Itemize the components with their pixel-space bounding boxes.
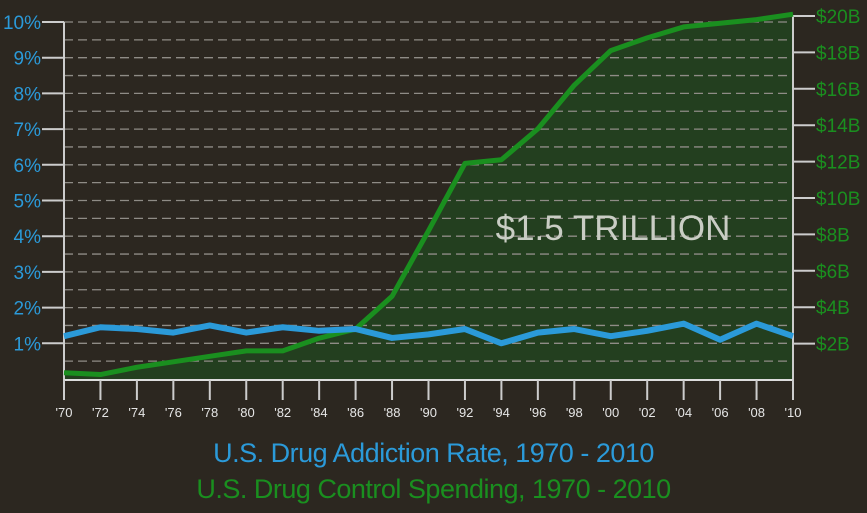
left-tick-label: 5% bbox=[14, 192, 42, 213]
x-tick-label: '04 bbox=[675, 405, 692, 420]
right-tick-label: $14B bbox=[816, 116, 860, 137]
x-tick-label: '88 bbox=[384, 405, 401, 420]
left-tick-label: 2% bbox=[14, 299, 42, 320]
x-tick-label: '72 bbox=[92, 405, 109, 420]
chart-title-spending: U.S. Drug Control Spending, 1970 - 2010 bbox=[196, 474, 671, 504]
right-tick-label: $4B bbox=[816, 298, 850, 319]
left-tick-label: 1% bbox=[14, 334, 42, 355]
right-tick-label: $2B bbox=[816, 335, 850, 356]
x-tick-label: '06 bbox=[712, 405, 729, 420]
x-tick-label: '98 bbox=[566, 405, 583, 420]
right-tick-label: $16B bbox=[816, 80, 860, 101]
right-tick-label: $18B bbox=[816, 43, 860, 64]
left-tick-label: 6% bbox=[14, 156, 42, 177]
x-tick-label: '74 bbox=[128, 405, 145, 420]
left-tick-label: 10% bbox=[3, 13, 41, 34]
right-tick-label: $10B bbox=[816, 189, 860, 210]
left-tick-label: 3% bbox=[14, 263, 42, 284]
x-tick-label: '90 bbox=[420, 405, 437, 420]
x-tick-label: '84 bbox=[311, 405, 328, 420]
x-tick-label: '76 bbox=[165, 405, 182, 420]
x-tick-label: '70 bbox=[56, 405, 73, 420]
chart-title-addiction: U.S. Drug Addiction Rate, 1970 - 2010 bbox=[213, 438, 654, 468]
left-tick-label: 4% bbox=[14, 227, 42, 248]
right-tick-label: $8B bbox=[816, 225, 850, 246]
right-tick-label: $6B bbox=[816, 262, 850, 283]
x-tick-label: '94 bbox=[493, 405, 510, 420]
right-tick-label: $20B bbox=[816, 7, 860, 28]
x-tick-label: '02 bbox=[639, 405, 656, 420]
right-tick-label: $12B bbox=[816, 153, 860, 174]
x-tick-label: '92 bbox=[456, 405, 473, 420]
x-tick-label: '82 bbox=[274, 405, 291, 420]
annotation-total: $1.5 TRILLION bbox=[496, 209, 731, 248]
left-tick-label: 8% bbox=[14, 84, 42, 105]
x-tick-label: '08 bbox=[748, 405, 765, 420]
x-tick-label: '00 bbox=[602, 405, 619, 420]
x-tick-label: '80 bbox=[238, 405, 255, 420]
left-tick-label: 9% bbox=[14, 49, 42, 70]
x-tick-label: '78 bbox=[201, 405, 218, 420]
spending-area bbox=[64, 14, 793, 381]
x-tick-label: '86 bbox=[347, 405, 364, 420]
x-tick-label: '10 bbox=[785, 405, 802, 420]
x-tick-label: '96 bbox=[529, 405, 546, 420]
left-tick-label: 7% bbox=[14, 120, 42, 141]
